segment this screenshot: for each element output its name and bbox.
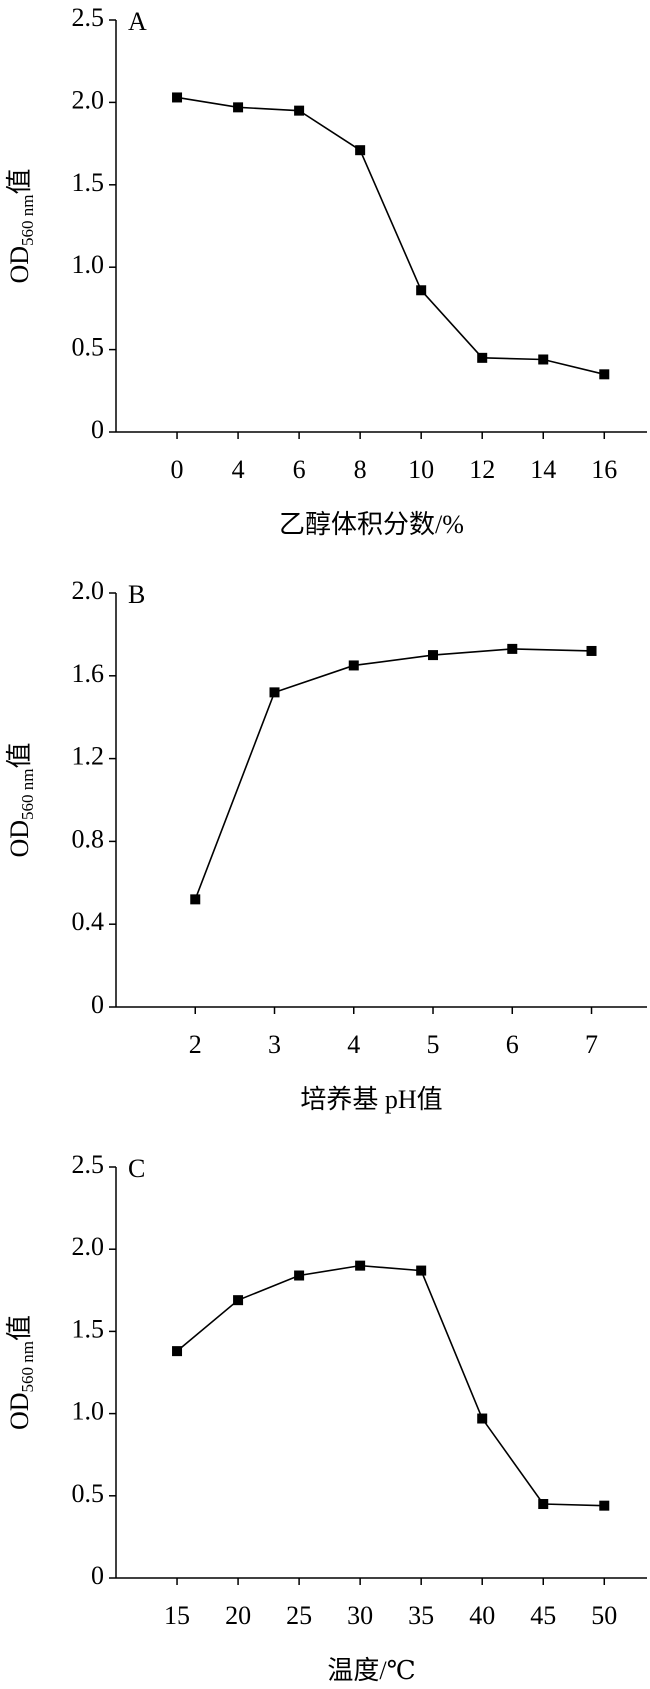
x-tick-label: 6 — [293, 455, 306, 484]
y-label-sub: 560 nm — [18, 194, 37, 245]
panel-label: A — [128, 7, 147, 36]
y-axis-label: OD560 nm值 — [5, 168, 37, 283]
panel-label: B — [128, 580, 145, 609]
x-tick-label: 40 — [469, 1601, 495, 1630]
data-line — [176, 1264, 605, 1507]
y-tick-label: 0.5 — [72, 1479, 105, 1508]
x-tick-label: 50 — [591, 1601, 617, 1630]
data-point — [348, 660, 359, 671]
chart-panel: 0 0.5 1.0 1.5 2.0 2.5 0 4 6 8 10 12 14 16 乙醇体积分数/% A OD5… — [5, 3, 647, 539]
x-axis-label: 温度/℃ — [327, 1656, 415, 1685]
data-point — [190, 894, 201, 905]
y-tick-label: 0.4 — [72, 907, 105, 936]
y-tick-label: 2.5 — [72, 3, 105, 32]
panel-label: C — [128, 1154, 145, 1183]
x-tick-label: 14 — [530, 455, 556, 484]
x-tick-label: 4 — [347, 1030, 360, 1059]
x-tick-label: 8 — [354, 455, 367, 484]
data-point — [538, 1499, 549, 1510]
y-tick-label: 1.5 — [72, 168, 105, 197]
x-tick-label: 3 — [268, 1030, 281, 1059]
y-label-suffix: 值 — [5, 1315, 34, 1341]
x-tick-label: 25 — [286, 1601, 312, 1630]
data-point — [538, 354, 549, 365]
x-tick-label: 15 — [164, 1601, 190, 1630]
y-axis-label: OD560 nm值 — [5, 742, 37, 857]
data-point — [172, 1346, 183, 1357]
y-axis-label: OD560 nm值 — [5, 1315, 37, 1430]
data-point — [477, 352, 488, 363]
x-tick-label: 12 — [469, 455, 495, 484]
data-point — [233, 1295, 244, 1306]
data-point — [233, 102, 244, 113]
data-point — [586, 645, 597, 656]
data-point — [172, 92, 183, 103]
data-point — [507, 643, 518, 654]
data-point — [477, 1413, 488, 1424]
data-line — [194, 648, 592, 900]
y-label-suffix: 值 — [5, 742, 34, 768]
data-point — [355, 145, 366, 156]
y-tick-label: 2.5 — [72, 1150, 105, 1179]
y-tick-label: 1.0 — [72, 250, 105, 279]
x-tick-label: 0 — [171, 455, 184, 484]
data-point — [416, 1265, 427, 1276]
x-tick-label: 10 — [408, 455, 434, 484]
x-axis-label: 乙醇体积分数/% — [279, 510, 464, 539]
data-point — [355, 1260, 366, 1271]
y-tick-label: 0 — [91, 990, 104, 1019]
x-tick-label: 6 — [506, 1030, 519, 1059]
y-tick-label: 1.2 — [72, 742, 105, 771]
y-tick-label: 2.0 — [72, 576, 105, 605]
y-tick-label: 0 — [91, 415, 104, 444]
y-tick-label: 2.0 — [72, 85, 105, 114]
x-tick-label: 4 — [232, 455, 245, 484]
data-point — [294, 1270, 305, 1281]
data-point — [428, 650, 439, 661]
data-point — [599, 369, 610, 380]
x-tick-label: 45 — [530, 1601, 556, 1630]
y-tick-label: 1.6 — [72, 659, 105, 688]
chart-panel: 0 0.5 1.0 1.5 2.0 2.5 15 20 25 30 35 40 45 50 温度/℃ C OD5… — [5, 1150, 647, 1685]
y-label-sub: 560 nm — [18, 1341, 37, 1392]
y-tick-label: 2.0 — [72, 1232, 105, 1261]
data-line — [176, 96, 605, 376]
chart-panel: 0 0.4 0.8 1.2 1.6 2.0 2 3 4 5 6 7 培养基 pH值 B OD560 nm值 — [5, 576, 647, 1114]
y-tick-label: 1.0 — [72, 1397, 105, 1426]
y-label-main: OD — [5, 1392, 34, 1430]
x-tick-label: 30 — [347, 1601, 373, 1630]
y-label-suffix: 值 — [5, 168, 34, 194]
x-tick-label: 2 — [189, 1030, 202, 1059]
y-tick-label: 1.5 — [72, 1314, 105, 1343]
y-label-main: OD — [5, 820, 34, 858]
y-tick-label: 0.5 — [72, 333, 105, 362]
x-tick-label: 5 — [427, 1030, 440, 1059]
data-point — [294, 105, 305, 116]
x-axis-label: 培养基 pH值 — [300, 1085, 442, 1114]
x-tick-label: 16 — [591, 455, 617, 484]
y-tick-label: 0.8 — [72, 824, 105, 853]
y-label-main: OD — [5, 246, 34, 284]
data-point — [599, 1500, 610, 1511]
x-tick-label: 7 — [585, 1030, 598, 1059]
x-tick-label: 35 — [408, 1601, 434, 1630]
x-tick-label: 20 — [225, 1601, 251, 1630]
data-point — [416, 285, 427, 296]
y-tick-label: 0 — [91, 1561, 104, 1590]
y-label-sub: 560 nm — [18, 768, 37, 819]
data-point — [269, 687, 280, 698]
